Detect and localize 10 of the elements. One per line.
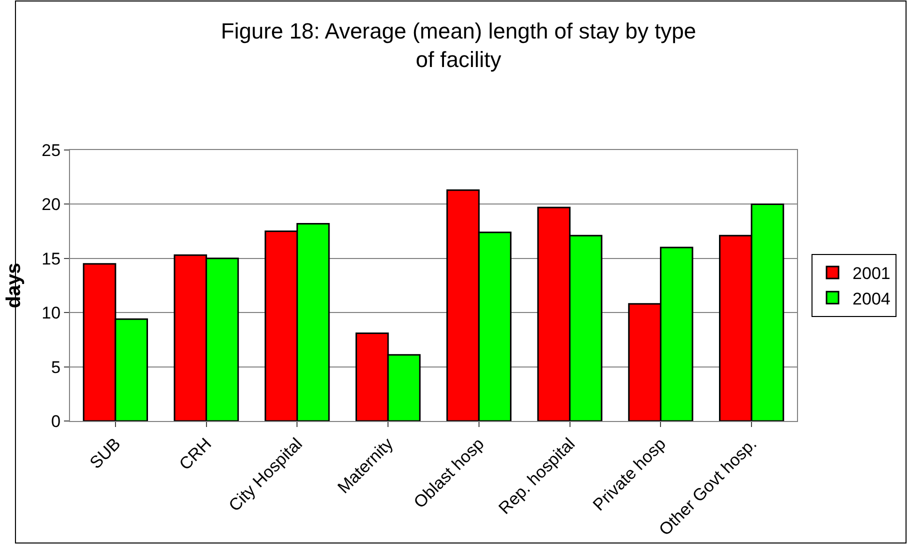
y-axis-title: days [3, 262, 26, 308]
y-tick-label: 15 [42, 249, 61, 268]
y-tick-label: 5 [51, 358, 61, 377]
y-tick-label: 25 [42, 140, 61, 160]
y-tick-label: 0 [51, 412, 61, 431]
legend-label: 2004 [852, 289, 890, 308]
legend-label: 2001 [852, 264, 890, 284]
y-tick-label: 10 [42, 304, 61, 323]
chart-title: Figure 18: Average (mean) length of stay by type of facility [220, 18, 696, 72]
y-tick-label: 20 [42, 195, 61, 214]
